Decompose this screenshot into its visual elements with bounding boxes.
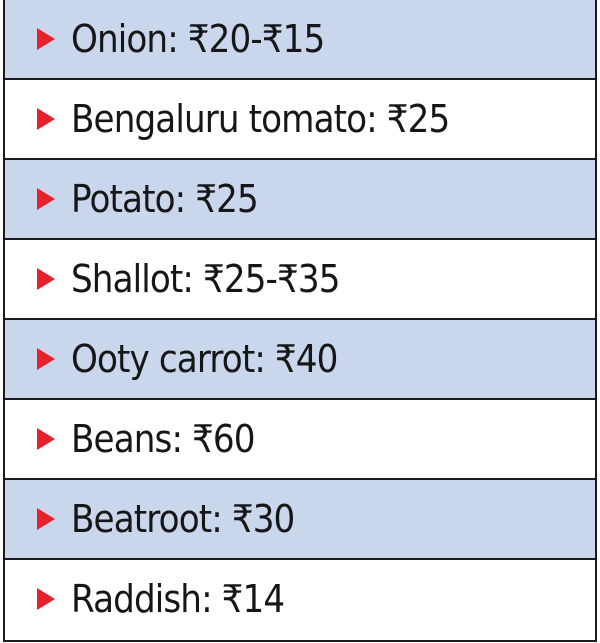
list-item-beans: Beans: ₹60 bbox=[5, 398, 595, 478]
item-label: Onion: ₹20-₹15 bbox=[71, 17, 325, 61]
item-label: Shallot: ₹25-₹35 bbox=[71, 257, 340, 301]
list-item-beatroot: Beatroot: ₹30 bbox=[5, 478, 595, 558]
list-item-potato: Potato: ₹25 bbox=[5, 158, 595, 238]
triangle-right-icon bbox=[37, 348, 55, 370]
triangle-right-icon bbox=[37, 588, 55, 610]
item-label: Potato: ₹25 bbox=[71, 177, 259, 221]
triangle-right-icon bbox=[37, 268, 55, 290]
price-list: Onion: ₹20-₹15 Bengaluru tomato: ₹25 Pot… bbox=[3, 0, 597, 642]
item-label: Ooty carrot: ₹40 bbox=[71, 337, 338, 381]
list-item-ooty-carrot: Ooty carrot: ₹40 bbox=[5, 318, 595, 398]
triangle-right-icon bbox=[37, 428, 55, 450]
triangle-right-icon bbox=[37, 28, 55, 50]
triangle-right-icon bbox=[37, 108, 55, 130]
triangle-right-icon bbox=[37, 188, 55, 210]
item-label: Bengaluru tomato: ₹25 bbox=[71, 97, 450, 141]
list-item-raddish: Raddish: ₹14 bbox=[5, 558, 595, 638]
list-item-shallot: Shallot: ₹25-₹35 bbox=[5, 238, 595, 318]
item-label: Raddish: ₹14 bbox=[71, 577, 285, 621]
list-item-onion: Onion: ₹20-₹15 bbox=[5, 0, 595, 78]
item-label: Beatroot: ₹30 bbox=[71, 497, 295, 541]
list-item-bengaluru-tomato: Bengaluru tomato: ₹25 bbox=[5, 78, 595, 158]
triangle-right-icon bbox=[37, 508, 55, 530]
item-label: Beans: ₹60 bbox=[71, 417, 256, 461]
